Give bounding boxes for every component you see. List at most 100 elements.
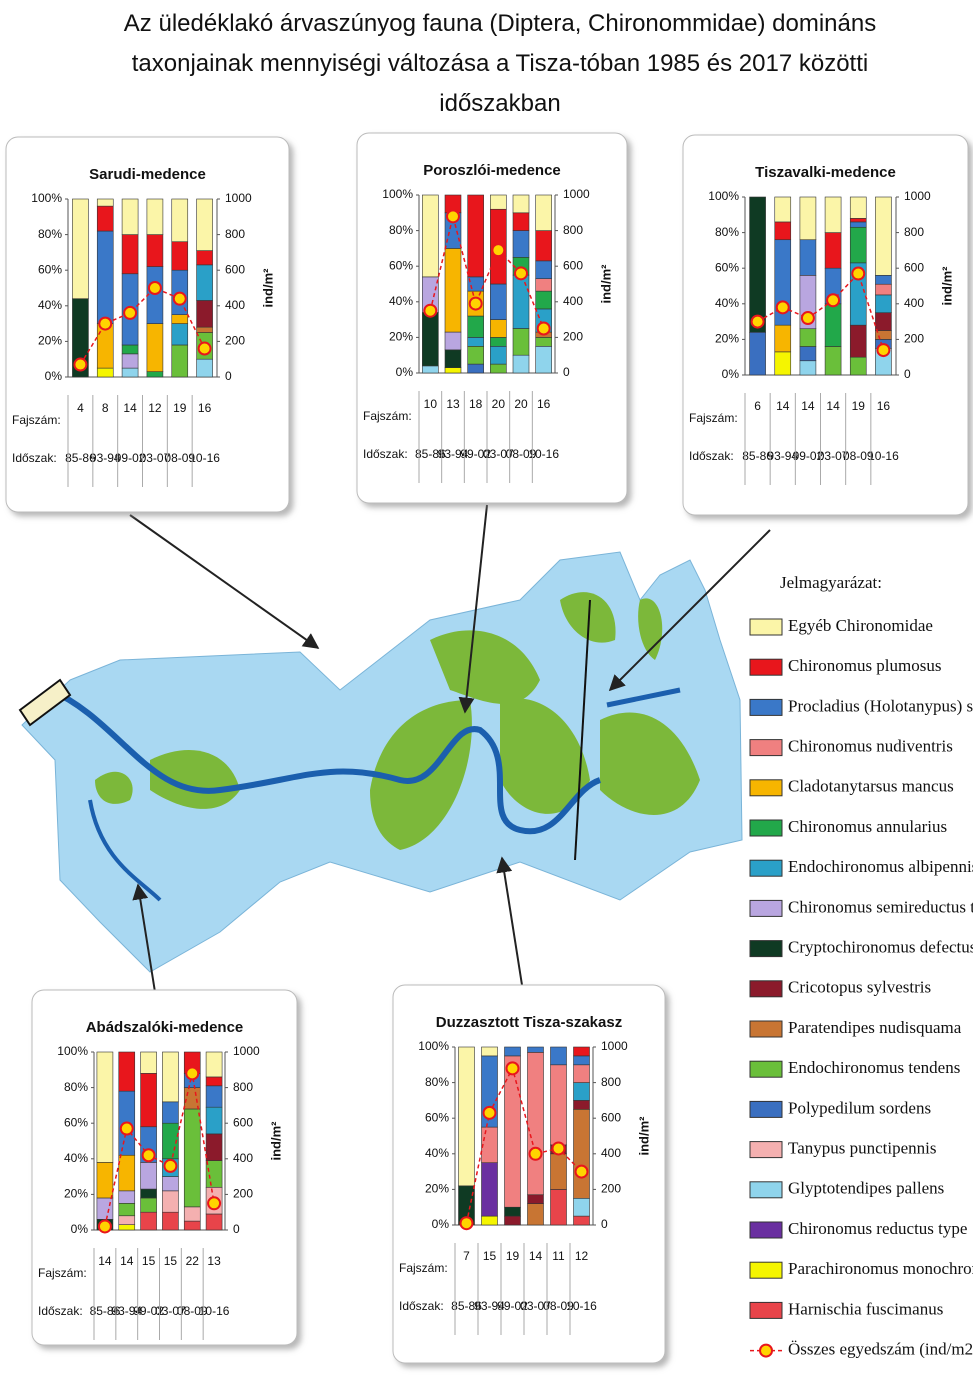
legend-label: Procladius (Holotanypus) sp. <box>788 696 973 715</box>
species-count: 19 <box>852 399 866 413</box>
bar-segment <box>96 205 114 232</box>
counts-label: Fajszám: <box>399 1261 448 1275</box>
y2-tick-label: 800 <box>225 227 245 241</box>
bar-segment <box>118 1224 136 1231</box>
bar-segment <box>799 196 817 241</box>
y2-tick-label: 0 <box>225 369 232 383</box>
bar-segment <box>824 303 842 347</box>
counts-label: Fajszám: <box>38 1266 87 1280</box>
y2-tick-label: 1000 <box>225 191 252 205</box>
bar-segment <box>504 1046 521 1057</box>
legend-label: Parachironomus monochromus <box>788 1259 973 1278</box>
bar-segment <box>162 1101 179 1124</box>
total-marker <box>446 209 460 224</box>
legend-swatch <box>749 1261 783 1279</box>
bar-segment <box>171 323 189 346</box>
bar-segment <box>527 1203 544 1226</box>
bar-segment <box>774 221 792 241</box>
total-marker <box>514 266 528 281</box>
y2-tick-label: 200 <box>601 1182 621 1196</box>
y2-axis-label: ind/m² <box>939 266 954 306</box>
bar-segment <box>196 300 213 328</box>
y-tick-label: 60% <box>389 258 413 272</box>
bar-segment <box>467 337 484 347</box>
bar-segment <box>121 344 139 355</box>
bar-segment <box>573 1046 590 1057</box>
legend-swatch <box>749 1020 783 1038</box>
y2-tick-label: 200 <box>904 332 924 346</box>
y-tick-label: 100% <box>418 1039 449 1053</box>
total-marker <box>119 1121 134 1136</box>
bar-segment <box>146 234 164 267</box>
bar-segment <box>196 198 213 251</box>
bar-segment <box>490 194 507 210</box>
y2-tick-label: 600 <box>225 262 245 276</box>
bar-segment <box>196 326 213 333</box>
period-label: 85-86 <box>451 1299 482 1313</box>
bar-segment <box>140 1073 157 1128</box>
legend-swatch <box>749 1060 783 1078</box>
bar-segment <box>171 241 189 271</box>
bar-segment <box>527 1046 544 1053</box>
legend-label: Polypedilum sordens <box>788 1098 931 1117</box>
bar-segment <box>875 196 892 276</box>
bar-segment <box>849 218 867 223</box>
period-label: 93-94 <box>111 1304 142 1318</box>
bar-segment <box>512 194 530 214</box>
period-label: 03-07 <box>140 451 171 465</box>
total-marker <box>750 314 765 329</box>
bar-segment <box>118 1203 136 1217</box>
species-count: 16 <box>877 399 891 413</box>
bar-segment <box>527 1194 544 1204</box>
period-label: 03-07 <box>155 1304 186 1318</box>
total-marker <box>73 357 88 372</box>
species-count: 7 <box>463 1249 470 1263</box>
bar-segment <box>458 1046 475 1187</box>
bar-segment <box>96 1051 114 1163</box>
species-count: 15 <box>142 1254 156 1268</box>
bar-segment <box>875 294 892 313</box>
y-tick-label: 0% <box>722 367 740 381</box>
y2-tick-label: 1000 <box>233 1044 260 1058</box>
bar-segment <box>849 221 867 228</box>
bar-segment <box>573 1215 590 1226</box>
y-tick-label: 40% <box>715 296 739 310</box>
period-label: 85-86 <box>415 447 446 461</box>
bar-segment <box>162 1051 179 1103</box>
bar-segment <box>96 367 114 378</box>
y-tick-label: 60% <box>425 1110 449 1124</box>
species-count: 19 <box>506 1249 520 1263</box>
y-tick-label: 100% <box>31 191 62 205</box>
y2-tick-label: 800 <box>904 225 924 239</box>
legend-swatch <box>749 899 783 917</box>
bar-segment <box>444 349 462 368</box>
y-tick-label: 60% <box>715 260 739 274</box>
legend-label: Paratendipes nudisquama <box>788 1018 962 1037</box>
total-marker <box>207 1196 222 1211</box>
species-count: 16 <box>537 397 551 411</box>
y2-tick-label: 1000 <box>904 189 931 203</box>
bar-segment <box>512 354 530 374</box>
y2-tick-label: 400 <box>601 1146 621 1160</box>
bar-segment <box>849 196 867 219</box>
y2-tick-label: 200 <box>225 334 245 348</box>
bar-segment <box>535 230 552 262</box>
bar-segment <box>490 283 507 320</box>
period-label: 93-94 <box>767 449 798 463</box>
bar-segment <box>121 198 139 235</box>
bar-segment <box>481 1215 498 1226</box>
bar-segment <box>162 1190 179 1213</box>
y-tick-label: 80% <box>425 1075 449 1089</box>
total-line <box>79 287 206 365</box>
legend-swatch <box>749 779 783 797</box>
y-tick-label: 80% <box>64 1080 88 1094</box>
bar-segment <box>196 358 213 378</box>
total-marker <box>551 1141 566 1156</box>
legend-swatch <box>749 1221 783 1239</box>
bar-segment <box>504 1215 521 1226</box>
y-tick-label: 80% <box>715 225 739 239</box>
bar-segment <box>96 230 114 324</box>
y-tick-label: 100% <box>57 1044 88 1058</box>
species-count: 15 <box>483 1249 497 1263</box>
bar-segment <box>162 1176 179 1192</box>
